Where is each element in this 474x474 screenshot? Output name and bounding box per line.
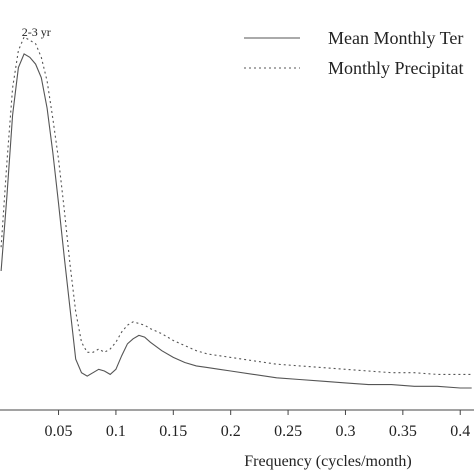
x-tick-label: 0.4 <box>450 423 470 440</box>
x-tick-label: 0.2 <box>221 423 241 440</box>
x-tick-label: 0.05 <box>45 423 73 440</box>
x-tick-label: 0.35 <box>389 423 417 440</box>
series-line-1 <box>0 53 472 389</box>
legend-label-2: Monthly Precipitat <box>328 58 463 78</box>
legend: Mean Monthly Ter Monthly Precipitat <box>244 28 463 78</box>
axes: 0.05 0.1 0.15 0.2 0.25 0.3 0.35 0.4 <box>0 409 474 440</box>
annotation-label: 2-3 yr <box>22 25 51 39</box>
legend-label-1: Mean Monthly Ter <box>328 28 463 48</box>
x-tick-label: 0.1 <box>106 423 126 440</box>
series-layer <box>0 36 472 389</box>
x-tick-label: 0.15 <box>159 423 187 440</box>
x-tick-label: 0.25 <box>274 423 302 440</box>
series-line-2 <box>0 36 472 375</box>
x-tick-label: 0.3 <box>335 423 355 440</box>
x-axis-title: Frequency (cycles/month) <box>244 453 412 470</box>
